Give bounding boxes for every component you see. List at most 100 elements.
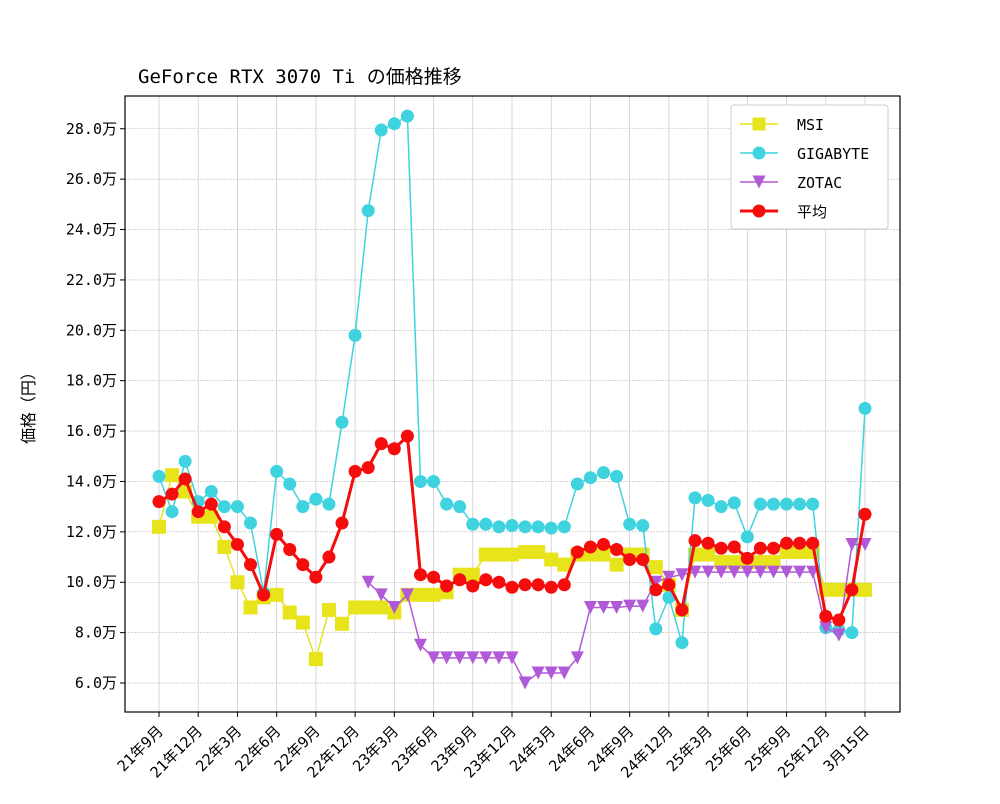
data-point [505, 651, 519, 665]
data-point [413, 474, 427, 488]
data-point [570, 545, 584, 559]
series-gigabyte [152, 109, 872, 650]
data-point [701, 493, 715, 507]
data-point [348, 464, 362, 478]
data-point [832, 613, 846, 627]
data-point [531, 666, 545, 680]
y-tick-label: 10.0万 [66, 573, 117, 591]
data-point [427, 474, 441, 488]
y-tick-label: 24.0万 [66, 221, 117, 239]
data-point [714, 555, 729, 570]
data-point [544, 580, 558, 594]
data-point [309, 570, 323, 584]
series-平均 [152, 429, 872, 627]
data-point [557, 578, 571, 592]
data-point [570, 651, 584, 665]
data-point [714, 565, 728, 579]
data-point [308, 652, 323, 667]
data-point [217, 539, 232, 554]
data-point [453, 651, 467, 665]
data-point [204, 509, 219, 524]
data-point [570, 477, 584, 491]
data-point [596, 547, 611, 562]
data-point [753, 497, 767, 511]
legend-label: ZOTAC [797, 174, 842, 192]
data-point [518, 545, 533, 560]
y-tick-label: 20.0万 [66, 321, 117, 339]
data-point [374, 600, 389, 615]
data-point [688, 491, 702, 505]
y-tick-label: 26.0万 [66, 170, 117, 188]
data-point [518, 520, 532, 534]
data-point [597, 600, 611, 614]
data-point [832, 628, 846, 642]
y-tick-label: 18.0万 [66, 372, 117, 390]
data-point [152, 495, 166, 509]
data-point [648, 560, 663, 575]
data-point [701, 547, 716, 562]
data-point [793, 497, 807, 511]
data-point [492, 651, 506, 665]
data-point [583, 600, 597, 614]
legend-label: 平均 [797, 203, 827, 221]
data-point [427, 570, 441, 584]
series-zotac [361, 537, 872, 690]
data-point [649, 583, 663, 597]
data-point [243, 600, 258, 615]
data-point [597, 537, 611, 551]
data-point [793, 536, 807, 550]
data-point [165, 487, 179, 501]
data-point [374, 123, 388, 137]
data-point [727, 565, 741, 579]
data-point [583, 540, 597, 554]
series-group [152, 109, 872, 690]
data-point [623, 517, 637, 531]
data-point [322, 550, 336, 564]
legend-marker [752, 204, 766, 218]
y-tick-label: 6.0万 [75, 674, 117, 692]
data-point [204, 497, 218, 511]
data-point [361, 204, 375, 218]
data-point [282, 605, 297, 620]
data-point [387, 442, 401, 456]
legend-marker [752, 117, 766, 131]
data-point [557, 666, 571, 680]
data-point [740, 551, 754, 565]
data-point [453, 500, 467, 514]
data-point [766, 497, 780, 511]
data-point [283, 477, 297, 491]
data-point [348, 328, 362, 342]
data-point [361, 600, 376, 615]
data-point [583, 471, 597, 485]
data-point [309, 492, 323, 506]
data-point [492, 575, 506, 589]
data-point [806, 536, 820, 550]
data-point [766, 555, 781, 570]
data-point [440, 497, 454, 511]
data-point [753, 555, 768, 570]
data-point [466, 579, 480, 593]
data-point [296, 558, 310, 572]
data-point [426, 587, 441, 602]
y-tick-label: 28.0万 [66, 120, 117, 138]
data-point [178, 472, 192, 486]
data-point [257, 588, 271, 602]
data-point [400, 588, 414, 602]
data-point [413, 568, 427, 582]
data-point [623, 599, 637, 613]
data-point [505, 547, 519, 562]
data-point [178, 454, 192, 468]
data-point [518, 578, 532, 592]
data-point [701, 536, 715, 550]
data-point [217, 520, 231, 534]
plot-frame [124, 95, 901, 713]
data-point [270, 464, 284, 478]
data-point [845, 626, 859, 640]
data-point [740, 565, 754, 579]
data-point [466, 651, 480, 665]
data-point [740, 530, 754, 544]
data-point [348, 600, 363, 615]
data-point [335, 616, 350, 631]
data-point [335, 415, 349, 429]
